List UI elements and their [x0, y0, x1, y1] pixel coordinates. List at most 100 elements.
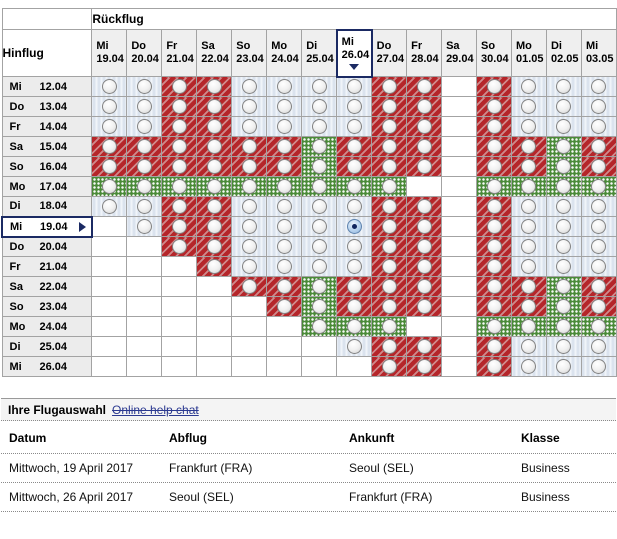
radio-button[interactable] — [556, 238, 572, 254]
radio-button[interactable] — [521, 318, 537, 334]
radio-button[interactable] — [381, 158, 397, 174]
radio-button[interactable] — [241, 158, 257, 174]
radio-button[interactable] — [136, 98, 152, 114]
radio-button[interactable] — [101, 138, 117, 154]
radio-button[interactable] — [591, 78, 607, 94]
radio-button[interactable] — [241, 118, 257, 134]
radio-button[interactable] — [346, 158, 362, 174]
radio-button[interactable] — [136, 158, 152, 174]
radio-button[interactable] — [381, 98, 397, 114]
radio-button[interactable] — [521, 98, 537, 114]
radio-button[interactable] — [206, 118, 222, 134]
radio-button[interactable] — [591, 278, 607, 294]
radio-button[interactable] — [416, 198, 432, 214]
radio-button[interactable] — [171, 178, 187, 194]
radio-button[interactable] — [416, 358, 432, 374]
radio-button[interactable] — [101, 98, 117, 114]
radio-button[interactable] — [346, 318, 362, 334]
radio-button[interactable] — [171, 198, 187, 214]
radio-button[interactable] — [276, 278, 292, 294]
radio-button[interactable] — [521, 238, 537, 254]
radio-button[interactable] — [521, 78, 537, 94]
radio-button[interactable] — [556, 278, 572, 294]
radio-button[interactable] — [486, 138, 502, 154]
radio-button[interactable] — [101, 178, 117, 194]
radio-button[interactable] — [381, 278, 397, 294]
radio-button[interactable] — [591, 198, 607, 214]
radio-button[interactable] — [416, 218, 432, 234]
radio-button[interactable] — [381, 238, 397, 254]
radio-button[interactable] — [346, 118, 362, 134]
radio-button[interactable] — [311, 118, 327, 134]
radio-button[interactable] — [591, 238, 607, 254]
radio-button[interactable] — [101, 158, 117, 174]
radio-button[interactable] — [346, 298, 362, 314]
radio-button[interactable] — [171, 78, 187, 94]
radio-button[interactable] — [381, 358, 397, 374]
radio-button[interactable] — [206, 98, 222, 114]
radio-button[interactable] — [416, 238, 432, 254]
radio-button[interactable] — [241, 218, 257, 234]
radio-button[interactable] — [486, 78, 502, 94]
radio-button[interactable] — [556, 118, 572, 134]
radio-button[interactable] — [276, 258, 292, 274]
radio-button[interactable] — [591, 218, 607, 234]
radio-button-selected[interactable] — [346, 218, 362, 234]
radio-button[interactable] — [136, 138, 152, 154]
radio-button[interactable] — [311, 98, 327, 114]
radio-button[interactable] — [241, 278, 257, 294]
radio-button[interactable] — [486, 318, 502, 334]
radio-button[interactable] — [381, 338, 397, 354]
radio-button[interactable] — [416, 258, 432, 274]
radio-button[interactable] — [416, 298, 432, 314]
radio-button[interactable] — [556, 258, 572, 274]
radio-button[interactable] — [206, 218, 222, 234]
radio-button[interactable] — [486, 98, 502, 114]
radio-button[interactable] — [311, 318, 327, 334]
radio-button[interactable] — [591, 358, 607, 374]
radio-button[interactable] — [381, 178, 397, 194]
radio-button[interactable] — [521, 258, 537, 274]
radio-button[interactable] — [381, 78, 397, 94]
radio-button[interactable] — [346, 98, 362, 114]
radio-button[interactable] — [591, 178, 607, 194]
radio-button[interactable] — [521, 118, 537, 134]
radio-button[interactable] — [276, 118, 292, 134]
radio-button[interactable] — [521, 358, 537, 374]
radio-button[interactable] — [381, 258, 397, 274]
radio-button[interactable] — [486, 338, 502, 354]
radio-button[interactable] — [346, 258, 362, 274]
radio-button[interactable] — [556, 158, 572, 174]
radio-button[interactable] — [591, 158, 607, 174]
radio-button[interactable] — [241, 238, 257, 254]
radio-button[interactable] — [276, 238, 292, 254]
radio-button[interactable] — [206, 258, 222, 274]
radio-button[interactable] — [171, 238, 187, 254]
radio-button[interactable] — [486, 358, 502, 374]
radio-button[interactable] — [346, 198, 362, 214]
radio-button[interactable] — [276, 198, 292, 214]
radio-button[interactable] — [556, 78, 572, 94]
radio-button[interactable] — [276, 298, 292, 314]
radio-button[interactable] — [521, 278, 537, 294]
radio-button[interactable] — [521, 138, 537, 154]
radio-button[interactable] — [311, 158, 327, 174]
radio-button[interactable] — [486, 178, 502, 194]
radio-button[interactable] — [276, 98, 292, 114]
radio-button[interactable] — [346, 178, 362, 194]
radio-button[interactable] — [311, 138, 327, 154]
radio-button[interactable] — [136, 178, 152, 194]
radio-button[interactable] — [171, 118, 187, 134]
radio-button[interactable] — [591, 298, 607, 314]
radio-button[interactable] — [416, 278, 432, 294]
radio-button[interactable] — [241, 198, 257, 214]
radio-button[interactable] — [381, 318, 397, 334]
radio-button[interactable] — [241, 258, 257, 274]
radio-button[interactable] — [171, 158, 187, 174]
radio-button[interactable] — [486, 118, 502, 134]
radio-button[interactable] — [556, 218, 572, 234]
radio-button[interactable] — [381, 218, 397, 234]
radio-button[interactable] — [171, 138, 187, 154]
radio-button[interactable] — [486, 298, 502, 314]
radio-button[interactable] — [241, 138, 257, 154]
